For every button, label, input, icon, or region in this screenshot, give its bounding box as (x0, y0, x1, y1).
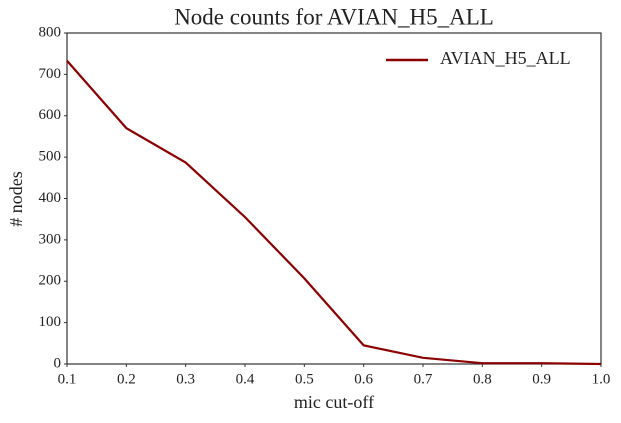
chart-title: Node counts for AVIAN_H5_ALL (174, 4, 494, 29)
x-tick-label: 0.6 (354, 371, 373, 387)
y-tick-label: 700 (39, 66, 62, 82)
y-tick-label: 500 (39, 149, 62, 165)
y-tick-label: 200 (39, 273, 62, 289)
legend-text: AVIAN_H5_ALL (440, 48, 571, 68)
x-tick-label: 0.4 (236, 371, 255, 387)
x-tick-label: 0.3 (176, 371, 195, 387)
y-tick-label: 400 (39, 190, 62, 206)
y-tick-label: 0 (54, 355, 62, 371)
y-tick-label: 800 (39, 24, 62, 40)
x-tick-label: 0.2 (117, 371, 136, 387)
x-tick-label: 0.5 (295, 371, 314, 387)
x-tick-label: 0.7 (414, 371, 433, 387)
y-tick-label: 600 (39, 107, 62, 123)
x-tick-label: 0.8 (473, 371, 492, 387)
y-axis-label: # nodes (6, 171, 26, 227)
x-tick-label: 0.1 (58, 371, 77, 387)
series-line (66, 59, 602, 366)
x-axis-label: mic cut-off (294, 392, 374, 412)
plot-frame (66, 32, 602, 365)
x-tick-label: 1.0 (592, 371, 611, 387)
y-tick-label: 100 (39, 314, 62, 330)
x-tick-label: 0.9 (532, 371, 551, 387)
y-tick-label: 300 (39, 231, 62, 247)
